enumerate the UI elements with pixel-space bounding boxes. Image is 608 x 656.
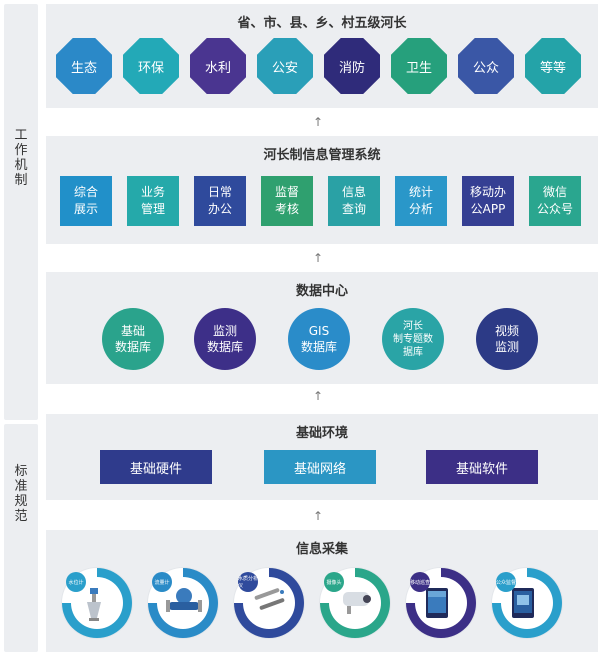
device-label: 水位计 <box>66 572 86 592</box>
database-3: GIS 数据库 <box>288 308 350 370</box>
collection-title: 信息采集 <box>295 542 348 557</box>
management-module-4: 监督 考核 <box>261 176 313 226</box>
sidebar-standards-label: 标准规范 <box>14 464 28 524</box>
collection-device-6: 公众监督 <box>492 568 562 638</box>
collection-device-1: 水位计 <box>62 568 132 638</box>
database-1: 基础 数据库 <box>102 308 164 370</box>
device-label: 流量计 <box>152 572 172 592</box>
management-title: 河长制信息管理系统 <box>263 148 381 163</box>
sidebar-mechanism-label: 工作机制 <box>14 128 28 188</box>
device-label: 水质分析仪 <box>238 572 258 592</box>
panel-data-center: 数据中心 基础 数据库 监测 数据库 GIS 数据库 河长 制专题数 据库 视频 监测 <box>46 272 598 384</box>
panel-collection: 信息采集 水位计 流量计 水质分析仪 摄像头 移动巡查 公众监督 <box>46 530 598 652</box>
device-icon <box>423 586 451 624</box>
admin-level-5: 消防 <box>324 38 380 94</box>
environment-item-2: 基础网络 <box>264 450 376 484</box>
panel-management: 河长制信息管理系统 综合 展示 业务 管理 日常 办公 监督 考核 信息 查询 统计 分析 移动办 公AP… <box>46 136 598 244</box>
panel-environment: 基础环境 基础硬件 基础网络 基础软件 <box>46 414 598 500</box>
data-center-title: 数据中心 <box>295 284 348 299</box>
admin-level-3: 水利 <box>190 38 246 94</box>
management-module-1: 综合 展示 <box>60 176 112 226</box>
collection-device-5: 移动巡查 <box>406 568 476 638</box>
device-icon <box>79 586 109 626</box>
collection-device-3: 水质分析仪 <box>234 568 304 638</box>
device-icon <box>337 586 375 620</box>
device-label: 摄像头 <box>324 572 344 592</box>
sidebar-standards: 标准规范 <box>4 424 38 652</box>
arrow-up-icon: ↑ <box>312 251 324 265</box>
arrow-up-icon: ↑ <box>312 115 324 129</box>
device-icon <box>251 586 289 620</box>
admin-level-6: 卫生 <box>391 38 447 94</box>
sidebar-mechanism: 工作机制 <box>4 4 38 420</box>
device-label: 公众监督 <box>496 572 516 592</box>
environment-item-1: 基础硬件 <box>100 450 212 484</box>
database-4: 河长 制专题数 据库 <box>382 308 444 370</box>
environment-title: 基础环境 <box>295 426 348 441</box>
database-5: 视频 监测 <box>476 308 538 370</box>
collection-device-4: 摄像头 <box>320 568 390 638</box>
device-icon <box>509 586 537 624</box>
management-module-3: 日常 办公 <box>194 176 246 226</box>
environment-item-3: 基础软件 <box>426 450 538 484</box>
management-module-5: 信息 查询 <box>328 176 380 226</box>
database-2: 监测 数据库 <box>194 308 256 370</box>
arrow-up-icon: ↑ <box>312 509 324 523</box>
admin-level-2: 环保 <box>123 38 179 94</box>
arrow-up-icon: ↑ <box>312 389 324 403</box>
device-label: 移动巡查 <box>410 572 430 592</box>
collection-device-2: 流量计 <box>148 568 218 638</box>
management-module-2: 业务 管理 <box>127 176 179 226</box>
admin-level-7: 公众 <box>458 38 514 94</box>
admin-level-4: 公安 <box>257 38 313 94</box>
admin-levels-title: 省、市、县、乡、村五级河长 <box>237 16 407 31</box>
management-module-8: 微信 公众号 <box>529 176 581 226</box>
admin-level-1: 生态 <box>56 38 112 94</box>
management-module-6: 统计 分析 <box>395 176 447 226</box>
admin-level-8: 等等 <box>525 38 581 94</box>
device-icon <box>165 586 203 620</box>
panel-admin-levels: 省、市、县、乡、村五级河长 生态 环保 水利 公安 消防 卫生 公众 等等 <box>46 4 598 108</box>
management-module-7: 移动办 公APP <box>462 176 514 226</box>
